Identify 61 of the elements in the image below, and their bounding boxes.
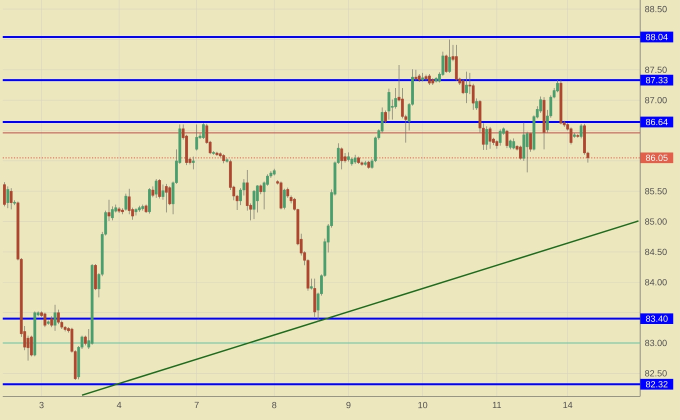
candlestick xyxy=(44,312,46,328)
candlestick xyxy=(282,188,286,210)
candlestick xyxy=(195,124,198,151)
candlestick xyxy=(387,88,390,120)
candlestick xyxy=(448,38,452,74)
y-tick-label: 82.50 xyxy=(645,370,667,376)
y-tick-label: 85.50 xyxy=(645,188,667,194)
candlestick xyxy=(164,183,168,213)
candlestick xyxy=(485,126,488,150)
candlestick xyxy=(488,126,492,149)
candlestick xyxy=(3,182,6,207)
y-tick-label: 83.00 xyxy=(645,340,667,346)
candlestick xyxy=(354,154,357,164)
candlestick xyxy=(428,74,431,86)
y-tick-label: 85.00 xyxy=(645,218,667,225)
candlestick xyxy=(347,152,350,162)
candlestick xyxy=(414,69,418,81)
ref-line-label: 86.05 xyxy=(646,154,668,161)
x-tick-label: 3 xyxy=(39,402,44,408)
x-tick-label: 4 xyxy=(116,402,122,408)
candlestick xyxy=(10,188,13,210)
y-tick-label: 84.50 xyxy=(645,248,667,255)
candlestick xyxy=(498,128,502,146)
candlestick xyxy=(108,199,110,222)
candlestick xyxy=(222,154,226,164)
candlestick xyxy=(454,44,458,81)
y-tick-label: 87.00 xyxy=(645,96,667,104)
candlestick xyxy=(580,123,583,139)
candlestick xyxy=(465,71,468,104)
x-tick-label: 7 xyxy=(194,402,199,408)
candlestick xyxy=(506,129,508,148)
x-tick-label: 10 xyxy=(418,402,428,408)
candlestick xyxy=(313,278,316,318)
candlestick xyxy=(340,147,344,170)
candlestick xyxy=(148,188,151,214)
candlestick xyxy=(134,208,138,216)
x-tick-label: 9 xyxy=(346,402,351,408)
candlestick xyxy=(259,184,262,194)
candlestick xyxy=(158,178,161,199)
ref-line-label: 83.40 xyxy=(646,315,668,322)
ref-line-label: 86.64 xyxy=(646,118,668,126)
x-tick-label: 14 xyxy=(563,402,572,408)
candlestick xyxy=(519,145,522,160)
y-tick-label: 88.50 xyxy=(645,6,667,12)
candlestick xyxy=(344,152,346,163)
candlestick xyxy=(50,316,54,328)
y-tick-label: 87.50 xyxy=(645,66,667,73)
y-tick-label: 84.00 xyxy=(645,278,667,286)
ref-line-label: 87.33 xyxy=(646,76,668,84)
candlestick xyxy=(512,138,516,150)
x-tick-label: 8 xyxy=(272,402,276,408)
candlestick xyxy=(192,156,195,170)
candlestick xyxy=(30,335,33,357)
ref-line-label: 88.04 xyxy=(646,34,668,40)
candlestick xyxy=(54,304,56,332)
candlestick xyxy=(154,178,158,198)
ref-line-label: 82.32 xyxy=(646,380,668,388)
candlestick xyxy=(6,186,10,208)
candlestick xyxy=(570,126,572,145)
x-tick-label: 11 xyxy=(492,402,502,408)
candlestick xyxy=(124,193,128,211)
